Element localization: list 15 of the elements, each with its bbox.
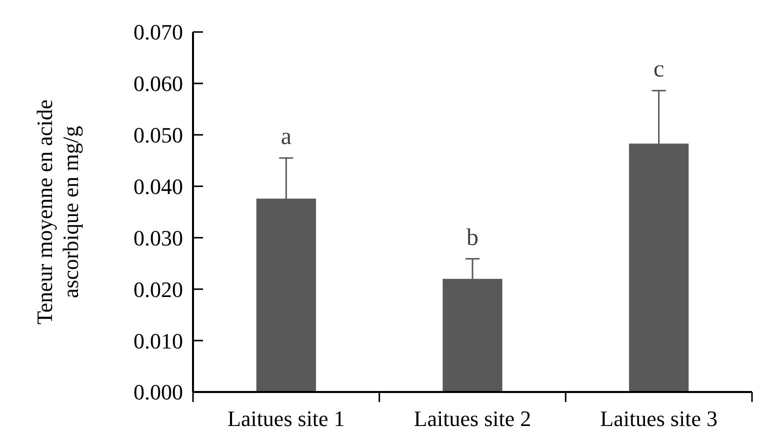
y-axis-title: Teneur moyenne en acide ascorbique en mg/g — [32, 99, 83, 325]
y-tick-label: 0.050 — [134, 122, 183, 148]
y-tick-label: 0.010 — [134, 328, 183, 354]
annotation: b — [466, 224, 478, 251]
y-tick-label: 0.060 — [134, 71, 183, 96]
y-tick-label: 0.040 — [134, 174, 183, 199]
annotation: a — [280, 124, 292, 150]
y-tick-label: 0.000 — [134, 380, 183, 405]
x-tick-label: Laitues site 3 — [600, 406, 718, 431]
annotation: c — [654, 56, 664, 83]
x-tick-label: Laitues site 1 — [228, 406, 345, 431]
y-tick-label: 0.070 — [134, 20, 183, 45]
y-tick-label: 0.020 — [134, 276, 183, 302]
y-tick-label: 0.030 — [134, 225, 183, 250]
x-tick-label: Laitues site 2 — [414, 406, 532, 431]
